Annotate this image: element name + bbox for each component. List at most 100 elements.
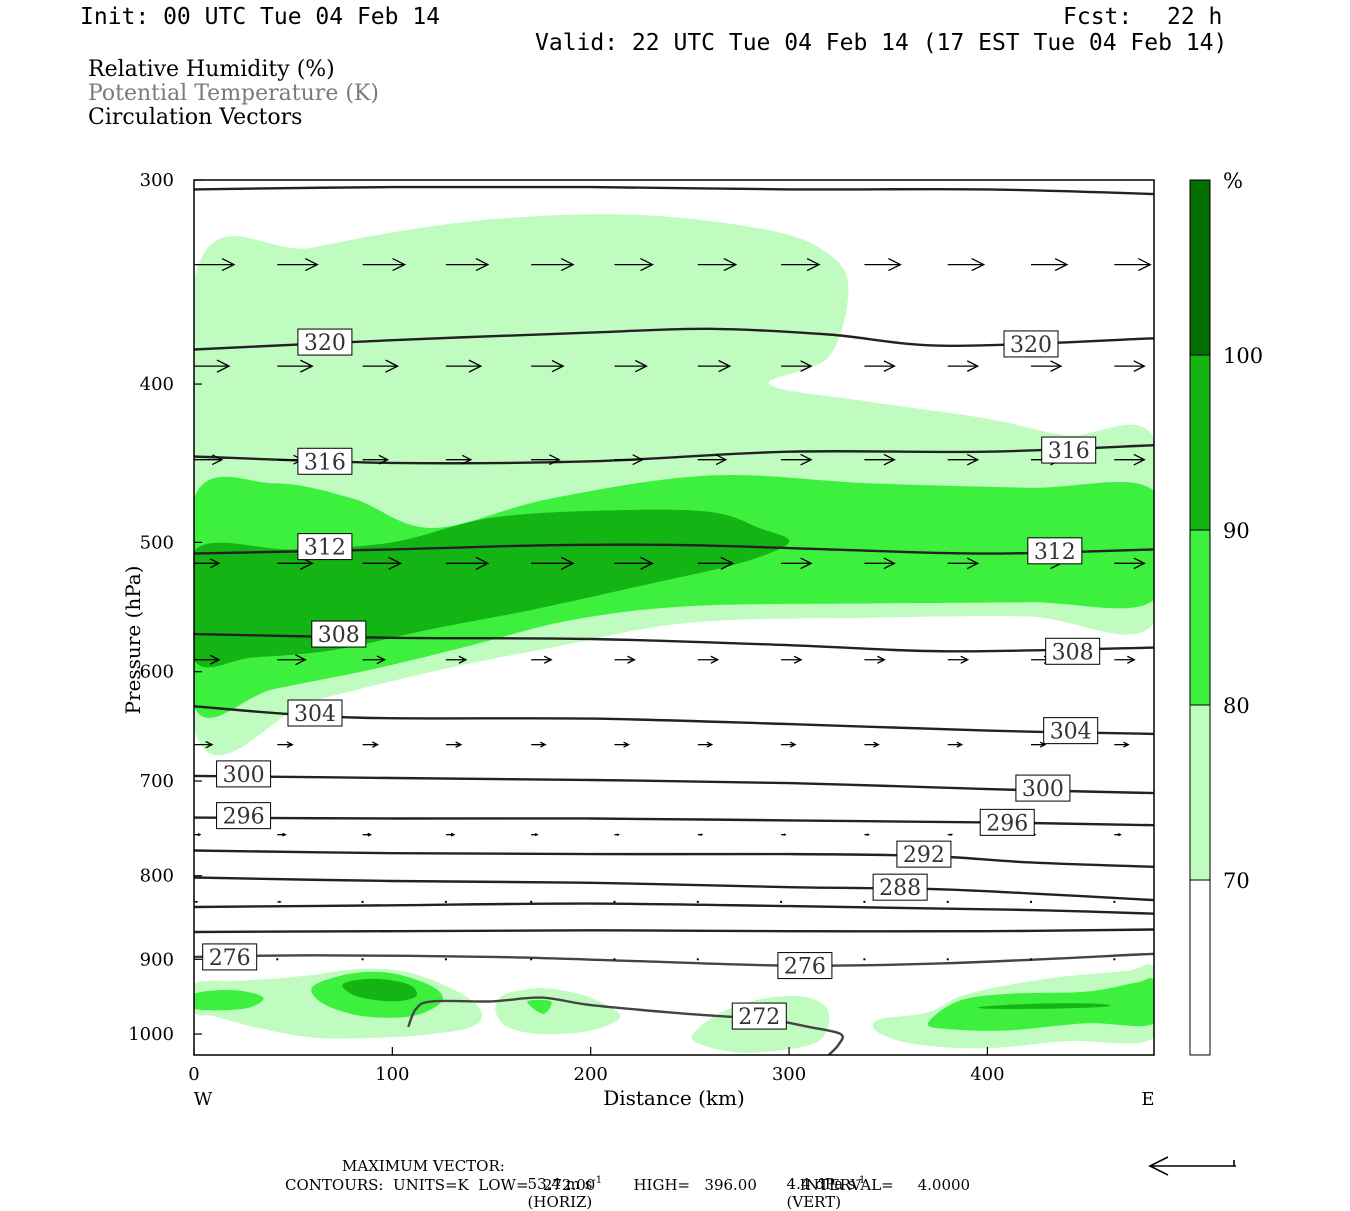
circulation-vector <box>444 900 447 903</box>
theta-contour-312 <box>194 543 1154 555</box>
circulation-vector <box>531 454 561 466</box>
circulation-vector <box>277 741 294 748</box>
contour-label-text: 304 <box>1050 720 1092 745</box>
contour-label-box <box>1045 637 1101 665</box>
circulation-vector <box>946 958 949 961</box>
circulation-vector <box>1031 741 1047 748</box>
x-tick-label: 300 <box>772 1064 806 1085</box>
y-tick-label: 400 <box>140 374 174 395</box>
contour-label-box <box>872 873 928 901</box>
circulation-vector <box>864 453 896 466</box>
y-tick-label: 600 <box>140 662 174 683</box>
circulation-vector <box>614 359 648 373</box>
contour-label-text: 312 <box>304 536 346 561</box>
contour-label-box <box>979 808 1035 836</box>
contour-label-text: 300 <box>223 763 265 788</box>
circulation-vector <box>277 654 307 666</box>
rh-region-90-100 <box>978 1003 1111 1010</box>
circulation-vector <box>697 454 728 466</box>
circulation-vector <box>947 655 970 664</box>
circulation-vector <box>1114 258 1152 272</box>
circulation-vector <box>614 655 636 664</box>
contour-label-box <box>202 943 258 971</box>
contour-label-box <box>216 760 272 788</box>
contour-label-text: 296 <box>986 811 1028 836</box>
circulation-vector <box>864 655 886 664</box>
theta-contour-280 <box>194 928 1154 934</box>
theta-contour-284 <box>194 902 1154 915</box>
contour-label-292: 292 <box>896 840 952 868</box>
circulation-vector <box>947 833 954 836</box>
circulation-vector <box>1114 655 1136 664</box>
contour-label-box <box>311 620 367 648</box>
circulation-vector <box>947 453 980 466</box>
circulation-vector <box>780 900 783 903</box>
contour-label-276: 276 <box>777 952 833 980</box>
y-tick-label: 900 <box>140 949 174 970</box>
circulation-vector <box>864 557 896 570</box>
contour-label-box <box>896 840 952 868</box>
forecast-hour: 22 h <box>1167 4 1223 30</box>
circulation-vector <box>863 900 866 903</box>
circulation-vector <box>445 655 468 664</box>
circulation-vector <box>194 258 236 272</box>
contour-label-288: 288 <box>872 873 928 901</box>
circulation-vector <box>531 258 575 272</box>
circulation-vector <box>781 557 813 570</box>
contour-info: CONTOURS: UNITS=K LOW= 272.00 HIGH= 396.… <box>285 1176 971 1194</box>
circulation-vector <box>781 453 813 466</box>
contour-label-320: 320 <box>297 328 353 356</box>
circulation-vector <box>947 557 980 570</box>
contour-label-text: 308 <box>318 623 360 648</box>
contour-label-316: 316 <box>1041 436 1097 464</box>
contour-label-312: 312 <box>1027 537 1083 565</box>
circulation-vector <box>1031 360 1063 372</box>
x-tick-label: 0 <box>188 1064 199 1085</box>
circulation-vector <box>445 741 463 748</box>
theta-contour-276 <box>194 952 1154 967</box>
colorbar-segment <box>1189 704 1211 881</box>
contour-label-box <box>297 328 353 356</box>
circulation-vector <box>530 958 533 961</box>
circulation-vector <box>781 655 803 664</box>
circulation-vector <box>781 741 797 748</box>
circulation-vector <box>1113 958 1116 961</box>
circulation-vector <box>194 454 224 466</box>
circulation-vector <box>1114 360 1146 372</box>
circulation-vector <box>194 359 231 373</box>
circulation-vector <box>614 741 630 748</box>
contour-label-text: 320 <box>1010 333 1052 358</box>
contour-label-text: 316 <box>1048 439 1090 464</box>
contour-label-text: 288 <box>879 876 921 901</box>
contour-label-box <box>1027 537 1083 565</box>
contour-label-320: 320 <box>1003 330 1059 358</box>
circulation-vector <box>531 741 547 748</box>
legend-circulation-vectors: Circulation Vectors <box>88 105 303 130</box>
contour-label-text: 304 <box>294 702 336 727</box>
contour-label-308: 308 <box>1045 637 1101 665</box>
circulation-vector <box>863 958 866 961</box>
circulation-vector <box>362 454 390 465</box>
contour-label-box <box>297 447 353 475</box>
contour-label-text: 272 <box>738 1005 780 1030</box>
circulation-vector <box>613 958 616 961</box>
contour-label-text: 316 <box>304 450 346 475</box>
plot-frame <box>193 179 1155 1056</box>
contour-label-box <box>1043 717 1099 745</box>
circulation-vector <box>696 900 699 903</box>
legend-relative-humidity: Relative Humidity (%) <box>88 57 335 82</box>
contour-label-box <box>1003 330 1059 358</box>
theta-contour-300 <box>194 774 1154 795</box>
circulation-vector <box>277 832 287 837</box>
contour-label-296: 296 <box>979 808 1035 836</box>
contour-label-308: 308 <box>311 620 367 648</box>
circulation-vector <box>1114 453 1146 466</box>
forecast-label: Fcst: <box>1063 4 1133 30</box>
theta-contour-304 <box>194 705 1154 736</box>
contour-label-296: 296 <box>216 802 272 830</box>
circulation-vector <box>1114 557 1146 570</box>
circulation-vector <box>696 958 699 961</box>
circulation-vector <box>194 740 214 749</box>
y-tick-label: 800 <box>140 866 174 887</box>
